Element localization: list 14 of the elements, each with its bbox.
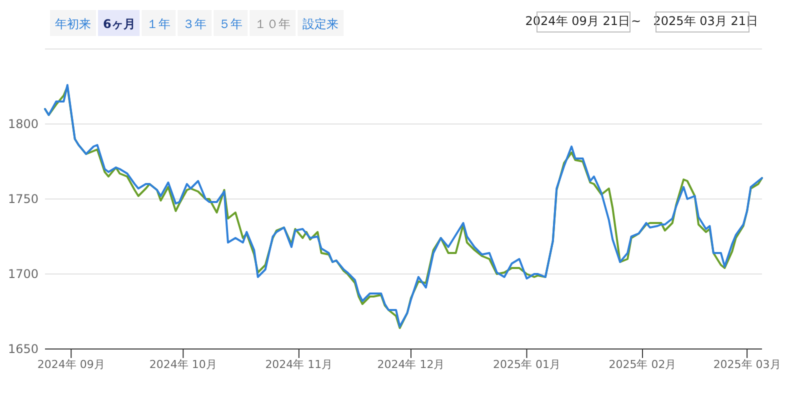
x-tick-label: 2025年 03月 — [713, 358, 781, 371]
range-buttons: 年初来 6ヶ月 １年 ３年 ５年 １０年 設定来 — [50, 10, 344, 36]
text: 2024年 09月 21日 — [525, 14, 630, 28]
y-tick-label: 1650 — [8, 342, 39, 356]
text: ~ — [631, 14, 642, 28]
x-tick-label: 2025年 02月 — [608, 358, 676, 371]
y-tick-label: 1800 — [8, 117, 39, 131]
x-tick-label: 2024年 11月 — [265, 358, 333, 371]
y-tick-label: 1700 — [8, 267, 39, 281]
y-tick-label: 1750 — [8, 192, 39, 206]
x-tick-label: 2024年 10月 — [149, 358, 217, 371]
x-tick-label: 2024年 12月 — [377, 358, 445, 371]
x-tick-label: 2024年 09月 — [37, 358, 105, 371]
x-tick-label: 2025年 01月 — [492, 358, 560, 371]
